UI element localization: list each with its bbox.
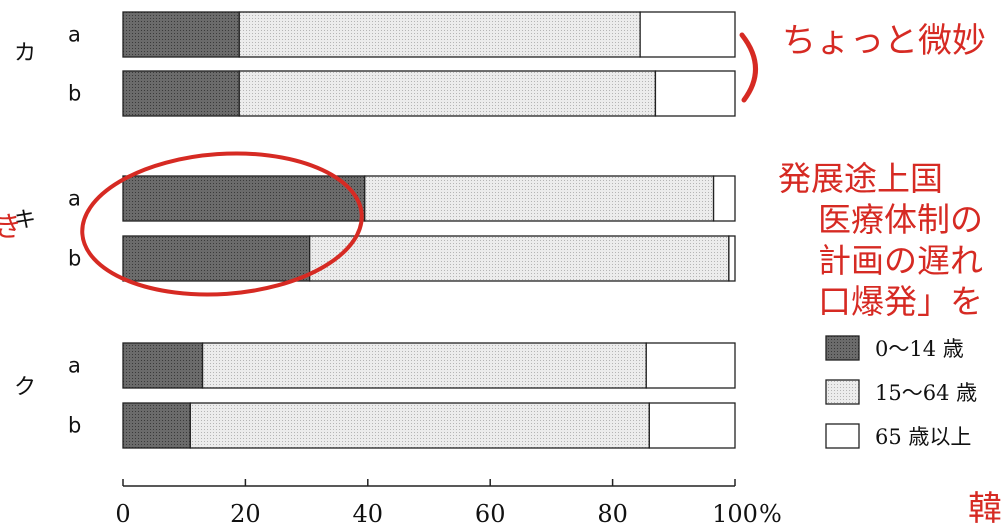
- x-axis-ticks: 0 20 40 60 80 100%: [115, 479, 782, 528]
- bar-segment-age-0-14: [122, 70, 240, 117]
- legend-swatch-age-65-plus: [825, 423, 860, 449]
- group-label: カ: [14, 41, 36, 66]
- row-label: b: [68, 414, 81, 438]
- row-label: a: [68, 23, 81, 47]
- bar-segment-age-0-14: [122, 175, 366, 222]
- bar-segment-age-65-plus: [728, 235, 736, 282]
- bar-segment-age-65-plus: [654, 70, 736, 117]
- bar-segment-age-15-64: [189, 402, 650, 449]
- cut-off-red-mark: き: [0, 210, 22, 243]
- note-line-4: 口爆発」を: [818, 282, 983, 321]
- highlight-ellipse: [80, 151, 364, 297]
- bar-segment-age-15-64: [238, 11, 641, 58]
- x-axis-unit: %: [759, 500, 782, 528]
- legend-label-age-65-plus: 65 歳以上: [875, 425, 971, 449]
- corner-text: 韓: [968, 489, 1002, 529]
- x-tick-label: 100: [712, 500, 758, 528]
- legend-label-age-15-64: 15～64 歳: [875, 381, 977, 405]
- bar-segment-age-15-64: [201, 342, 647, 389]
- row-label: b: [68, 247, 81, 271]
- row-label: b: [68, 82, 81, 106]
- x-tick-label: 80: [597, 500, 628, 528]
- legend-swatch-age-15-64: [825, 379, 860, 405]
- x-tick-label: 60: [475, 500, 506, 528]
- bar-segment-age-15-64: [238, 70, 657, 117]
- bar-segment-age-0-14: [122, 11, 240, 58]
- bar-segment-age-0-14: [122, 342, 204, 389]
- note-line-2: 医療体制の: [818, 200, 983, 239]
- bars-layer: [122, 11, 736, 449]
- row-label: a: [68, 187, 81, 211]
- annotations: ちょっと微妙 発展途上国 医療体制の 計画の遅れ 口爆発」を 韓 き: [0, 21, 1002, 529]
- x-axis: 0 20 40 60 80 100%: [115, 479, 782, 528]
- group-label: ク: [14, 375, 36, 400]
- x-tick-label: 20: [230, 500, 261, 528]
- bracket-mark: [739, 32, 758, 103]
- bar-segment-age-65-plus: [648, 402, 736, 449]
- bar-segment-age-65-plus: [645, 342, 736, 389]
- bar-segment-age-15-64: [309, 235, 730, 282]
- row-labels: a b a b a b: [68, 23, 81, 438]
- bar-segment-age-65-plus: [712, 175, 736, 222]
- x-tick-label: 0: [115, 500, 130, 528]
- bar-segment-age-15-64: [364, 175, 715, 222]
- bar-segment-age-65-plus: [639, 11, 736, 58]
- note-line-3: 計画の遅れ: [818, 241, 983, 280]
- x-tick-label: 40: [353, 500, 384, 528]
- note-line-1: 発展途上国: [778, 159, 943, 198]
- legend-label-age-0-14: 0～14 歳: [875, 337, 964, 361]
- bar-segment-age-0-14: [122, 235, 311, 282]
- group-labels: カキク: [14, 41, 36, 400]
- bracket-note: ちょっと微妙: [782, 21, 986, 61]
- legend: 0～14 歳 15～64 歳 65 歳以上: [825, 335, 977, 449]
- row-label: a: [68, 354, 81, 378]
- bar-segment-age-0-14: [122, 402, 191, 449]
- legend-swatch-age-0-14: [825, 335, 860, 361]
- group-label: キ: [14, 208, 36, 233]
